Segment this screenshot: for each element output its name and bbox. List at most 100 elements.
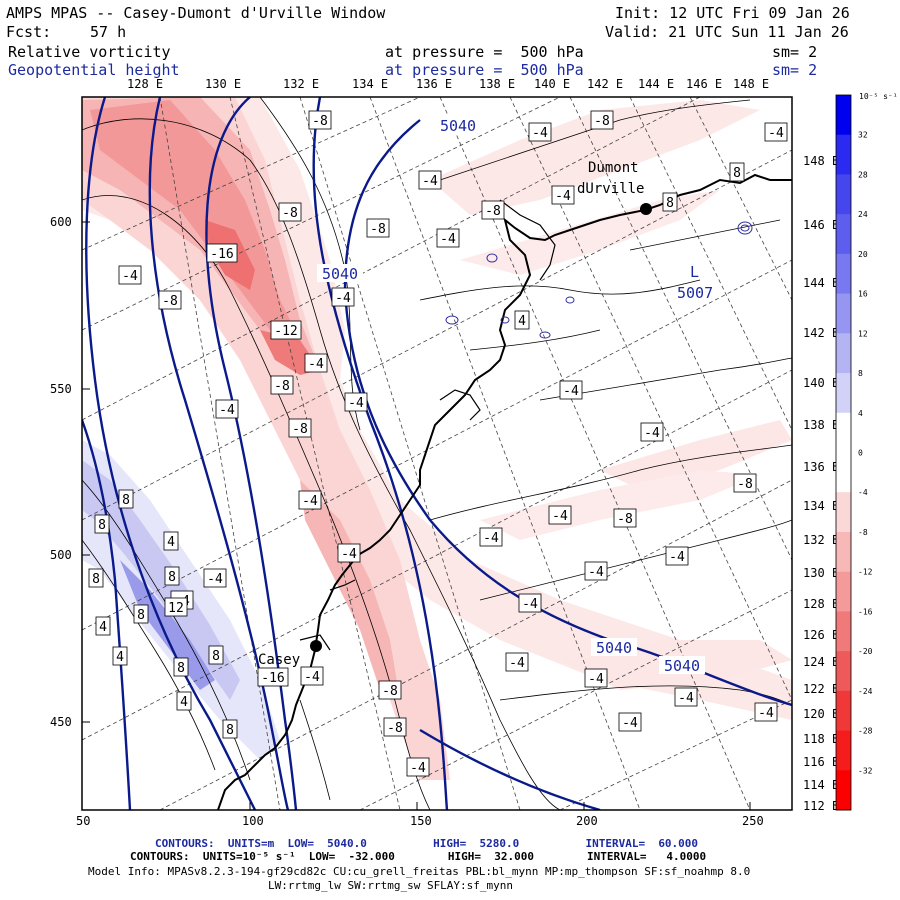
vorticity-label-box bbox=[640, 422, 664, 442]
dumont-durville-station-marker bbox=[640, 203, 652, 215]
vorticity-label: -8 bbox=[382, 684, 398, 699]
vorticity-label: -4 bbox=[669, 550, 685, 565]
lon-label: 130 E bbox=[205, 77, 242, 91]
vorticity-label-box bbox=[662, 192, 678, 212]
vorticity-label-box bbox=[378, 680, 402, 700]
field2-smoothing: sm= 2 bbox=[772, 61, 818, 79]
vorticity-label-box bbox=[215, 399, 239, 419]
lon-label: 140 E bbox=[534, 77, 571, 91]
station-label-casey: Casey bbox=[258, 652, 301, 668]
colorbar-swatch bbox=[836, 770, 851, 811]
coastline bbox=[217, 173, 792, 810]
lon-label: 136 E bbox=[803, 460, 840, 474]
vorticity-label-box bbox=[208, 645, 224, 665]
colorbar-swatch bbox=[836, 452, 851, 493]
projection-grid bbox=[82, 97, 792, 810]
vorticity-label: -8 bbox=[617, 512, 633, 527]
y-tick-label: 550 bbox=[50, 382, 72, 396]
height-label-background bbox=[591, 638, 637, 656]
lon-label: 146 E bbox=[686, 77, 723, 91]
vorticity-label-box bbox=[164, 597, 188, 617]
small-vorticity-cells bbox=[445, 221, 753, 339]
vorticity-label: 8 bbox=[122, 493, 130, 508]
x-tick-label: 150 bbox=[410, 814, 432, 828]
colorbar-tick-label: -32 bbox=[858, 766, 873, 775]
vorticity-label-box bbox=[222, 719, 238, 739]
lon-label: 140 E bbox=[803, 376, 840, 390]
colorbar-tick-label: -4 bbox=[858, 488, 868, 497]
vorticity-label-box bbox=[559, 380, 583, 400]
vorticity-label: -4 bbox=[678, 691, 694, 706]
vorticity-label-box bbox=[366, 218, 390, 238]
vorticity-label: -8 bbox=[162, 294, 178, 309]
init-time: Init: 12 UTC Fri 09 Jan 26 bbox=[615, 4, 850, 22]
vorticity-label: -12 bbox=[274, 324, 297, 339]
vorticity-label-box bbox=[304, 353, 328, 373]
vorticity-label-box bbox=[257, 667, 289, 687]
vorticity-label: -4 bbox=[532, 126, 548, 141]
axis-ticks bbox=[81, 221, 751, 810]
lon-label: 112 E bbox=[803, 799, 840, 813]
x-tick-label: 250 bbox=[742, 814, 764, 828]
height-contour-info: CONTOURS: UNITS=m LOW= 5040.0 HIGH= 5280… bbox=[155, 837, 699, 850]
lon-label: 126 E bbox=[803, 628, 840, 642]
colorbar-swatch bbox=[836, 333, 851, 374]
model-info: Model Info: MPASv8.2.3-194-gf29cd82c CU:… bbox=[88, 865, 751, 878]
vorticity-label-box bbox=[584, 668, 608, 688]
colorbar-swatch bbox=[836, 95, 851, 136]
vorticity-label: -4 bbox=[219, 403, 235, 418]
vorticity-label: -4 bbox=[509, 656, 525, 671]
colorbar-swatch bbox=[836, 611, 851, 652]
vorticity-label-box bbox=[112, 646, 128, 666]
lon-label: 114 E bbox=[803, 778, 840, 792]
vorticity-label: -8 bbox=[292, 422, 308, 437]
colorbar-unit: 10⁻⁵ s⁻¹ bbox=[859, 92, 898, 101]
vorticity-label-box bbox=[118, 265, 142, 285]
colorbar-swatch bbox=[836, 253, 851, 295]
colorbar-tick-label: -28 bbox=[858, 727, 873, 736]
lon-label: 128 E bbox=[127, 77, 164, 91]
vorticity-label-box bbox=[764, 122, 788, 142]
vorticity-label: 8 bbox=[168, 570, 176, 585]
vorticity-label: 8 bbox=[92, 572, 100, 587]
vorticity-label: 8 bbox=[137, 608, 145, 623]
vorticity-label-box bbox=[308, 110, 332, 130]
vorticity-label-box bbox=[118, 489, 134, 509]
vorticity-label-box bbox=[298, 490, 322, 510]
lon-label: 142 E bbox=[587, 77, 624, 91]
vorticity-label-box bbox=[173, 657, 189, 677]
vorticity-label: -8 bbox=[485, 204, 501, 219]
vorticity-label: -4 bbox=[552, 509, 568, 524]
coastline-detail bbox=[299, 199, 556, 651]
vorticity-label: -4 bbox=[341, 547, 357, 562]
lon-label: 134 E bbox=[352, 77, 389, 91]
y-tick-label: 500 bbox=[50, 548, 72, 562]
vorticity-label: -4 bbox=[588, 565, 604, 580]
low-center-value: 5007 bbox=[677, 284, 714, 302]
vorticity-label: -4 bbox=[122, 269, 138, 284]
height-label-background bbox=[435, 116, 481, 134]
colorbar-tick-label: -20 bbox=[858, 647, 873, 656]
vorticity-label-box bbox=[344, 392, 368, 412]
vorticity-label-box bbox=[418, 170, 442, 190]
colorbar-tick-label: 32 bbox=[858, 131, 868, 140]
vorticity-label-box bbox=[479, 527, 503, 547]
vorticity-label: -8 bbox=[282, 206, 298, 221]
vorticity-label-box bbox=[618, 712, 642, 732]
vorticity-labels: -8 -4 -8 -4 -8 -4 -8 -16 -4 -8 -4 -8 -12 -4 -8 -4 -4 -8 -4… bbox=[88, 110, 788, 777]
vorticity-label: 4 bbox=[116, 650, 124, 665]
field2-level: at pressure = 500 hPa bbox=[385, 61, 584, 79]
lon-label: 120 E bbox=[803, 707, 840, 721]
vorticity-label-box bbox=[133, 604, 149, 624]
plot-title: AMPS MPAS -- Casey-Dumont d'Urville Wind… bbox=[6, 4, 386, 22]
height-labels: 5040 5040 5040 5040 bbox=[317, 116, 705, 675]
vorticity-label: -4 bbox=[440, 232, 456, 247]
vorticity-label: 4 bbox=[180, 695, 188, 710]
vorticity-label-box bbox=[733, 473, 757, 493]
colorbar-tick-label: 20 bbox=[858, 250, 868, 259]
lon-label: 138 E bbox=[803, 418, 840, 432]
colorbar-tick-label: 4 bbox=[858, 409, 863, 418]
vorticity-label-box bbox=[528, 122, 552, 142]
vorticity-label-box bbox=[754, 702, 778, 722]
